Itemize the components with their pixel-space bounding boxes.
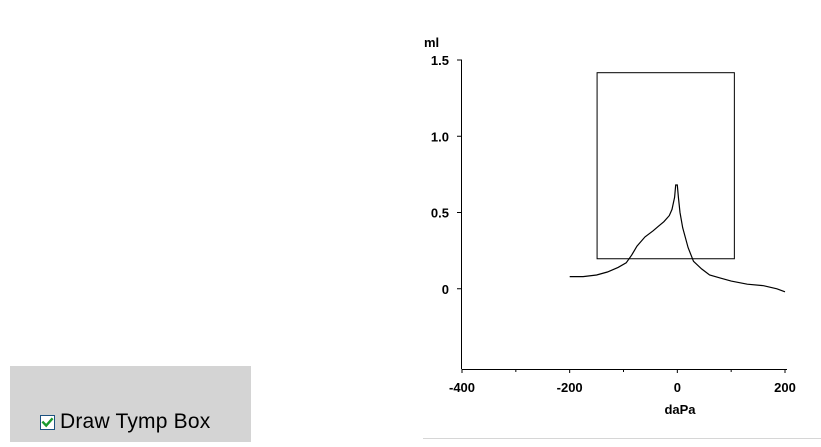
chart-axes: 1.5 1.0 0.5 0 -400 -200 0 200 [431, 53, 796, 395]
tymp-curve-layer [569, 184, 786, 293]
y-tick-label: 0.5 [431, 206, 449, 221]
draw-tymp-box-checkbox-row[interactable]: Draw Tymp Box [40, 410, 210, 434]
y-tick-label: 0 [442, 282, 449, 297]
bottom-divider [423, 438, 821, 439]
x-axis-label: daPa [664, 402, 696, 417]
tymp-curve [569, 184, 786, 293]
checkmark-icon [41, 417, 54, 427]
tymp-box-layer [596, 72, 735, 260]
x-tick-label: 0 [674, 380, 681, 395]
y-tick-label: 1.0 [431, 129, 449, 144]
x-tick-label: 200 [774, 380, 796, 395]
x-tick-label: -400 [449, 380, 475, 395]
draw-tymp-box-checkbox[interactable] [40, 414, 55, 430]
y-axis-label: ml [424, 35, 439, 50]
tymp-box [596, 72, 735, 260]
x-tick-label: -200 [557, 380, 583, 395]
options-panel: Draw Tymp Box [10, 366, 251, 442]
draw-tymp-box-label: Draw Tymp Box [60, 410, 211, 433]
y-tick-label: 1.5 [431, 53, 449, 68]
